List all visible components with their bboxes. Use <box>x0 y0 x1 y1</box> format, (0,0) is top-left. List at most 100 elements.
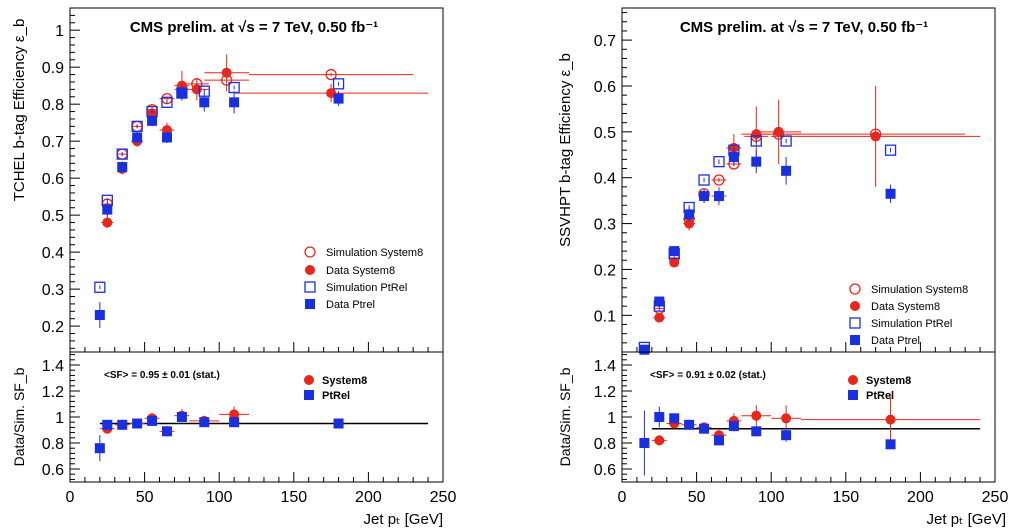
ptrel-point <box>728 421 739 432</box>
y-tick-label: 0.8 <box>42 436 64 453</box>
system8-point <box>781 413 792 424</box>
data-ptrel-point <box>102 204 113 215</box>
y-tick-label: 0.4 <box>42 245 64 262</box>
right-title: CMS prelim. at √s = 7 TeV, 0.50 fb⁻¹ <box>680 19 928 36</box>
legend-label-system8: System8 <box>322 375 367 387</box>
legend-label-system8: System8 <box>866 375 911 387</box>
legend-label-sim-system8: Simulation System8 <box>871 284 968 296</box>
left-sf-ylabel: Data/Sim. SF_b <box>11 367 27 466</box>
ptrel-point <box>669 413 680 424</box>
right-efficiency-legend: Simulation System8 Data System8 Simulati… <box>849 283 968 347</box>
ptrel-point <box>94 443 105 454</box>
y-tick-label: 0.6 <box>594 462 616 479</box>
legend-marker-ptrel <box>848 390 858 400</box>
legend-label-ptrel: PtRel <box>322 390 350 402</box>
simulation-ptrel-point <box>780 135 792 147</box>
legend-marker-data-system8 <box>305 265 315 275</box>
y-tick-label: 0.5 <box>42 208 64 225</box>
ptrel-point <box>333 418 344 429</box>
data-ptrel-point <box>199 97 210 108</box>
ptrel-point <box>699 423 710 434</box>
data-system8-point <box>773 126 784 137</box>
data-ptrel-point <box>176 88 187 99</box>
data-ptrel-point <box>699 191 710 202</box>
y-tick-label: 1.2 <box>594 384 616 401</box>
left-efficiency-legend: Simulation System8 Data System8 Simulati… <box>304 246 423 311</box>
y-tick-label: 1.2 <box>42 384 64 401</box>
left-scale-factor-panel: <SF> = 0.95 ± 0.01 (stat.) Data/Sim. SF_… <box>11 351 457 528</box>
legend-label-sim-ptrel: Simulation PtRel <box>326 282 407 294</box>
x-tick-label: 50 <box>136 489 154 506</box>
ptrel-point <box>132 418 143 429</box>
x-tick-label: 0 <box>618 489 627 506</box>
data-ptrel-point <box>713 191 724 202</box>
legend-marker-data-ptrel <box>305 299 315 309</box>
y-tick-label: 0.2 <box>42 319 64 336</box>
legend-label-sim-system8: Simulation System8 <box>326 247 423 259</box>
simulation-ptrel-point <box>698 174 710 186</box>
x-tick-label: 100 <box>758 489 785 506</box>
x-tick-label: 150 <box>280 489 307 506</box>
simulation-ptrel-point <box>884 144 897 156</box>
data-ptrel-point <box>751 156 762 167</box>
ptrel-point <box>161 426 172 437</box>
legend-marker-sim-system8 <box>304 246 316 258</box>
y-tick-label: 0.8 <box>594 436 616 453</box>
data-system8-point <box>669 257 680 268</box>
x-tick-label: 250 <box>430 489 457 506</box>
x-tick-label: 0 <box>66 489 75 506</box>
y-tick-label: 1 <box>55 410 64 427</box>
left-sf-legend: System8 PtRel <box>304 375 367 402</box>
legend-label-data-ptrel: Data Ptrel <box>871 335 920 347</box>
y-tick-label: 1.4 <box>42 358 64 375</box>
ptrel-point <box>229 417 240 428</box>
data-ptrel-point <box>132 132 143 143</box>
x-tick-label: 200 <box>907 489 934 506</box>
left-efficiency-ylabel: TCHEL b-tag Efficiency ε_b <box>11 19 28 202</box>
right-efficiency-panel: CMS prelim. at √s = 7 TeV, 0.50 fb⁻¹ SSV… <box>557 7 996 355</box>
y-tick-label: 0.6 <box>594 79 616 96</box>
right-sf-ylabel: Data/Sim. SF_b <box>557 367 573 466</box>
data-ptrel-point <box>147 115 158 126</box>
data-ptrel-point <box>781 165 792 176</box>
ptrel-point <box>713 435 724 446</box>
data-ptrel-point <box>117 162 128 173</box>
data-system8-point <box>102 217 113 228</box>
legend-label-data-ptrel: Data Ptrel <box>326 299 375 311</box>
simulation-ptrel-point <box>94 281 106 293</box>
ptrel-point <box>751 426 762 437</box>
system8-point <box>751 410 762 421</box>
legend-marker-data-system8 <box>850 301 860 311</box>
simulation-system8-point <box>325 68 337 81</box>
ptrel-point <box>102 419 113 430</box>
legend-marker-data-ptrel <box>850 335 860 345</box>
ptrel-point <box>199 417 210 428</box>
left-sf-annotation: <SF> = 0.95 ± 0.01 (stat.) <box>104 370 220 381</box>
data-ptrel-point <box>639 344 650 355</box>
right-scale-factor-panel: <SF> = 0.91 ± 0.02 (stat.) Data/Sim. SF_… <box>557 351 1008 528</box>
y-tick-label: 1 <box>55 23 64 40</box>
data-ptrel-point <box>94 310 105 321</box>
data-system8-point <box>221 67 232 78</box>
legend-marker-system8 <box>304 375 314 385</box>
x-tick-label: 150 <box>832 489 859 506</box>
left-efficiency-panel: CMS prelim. at √s = 7 TeV, 0.50 fb⁻¹ TCH… <box>11 7 444 353</box>
y-tick-label: 0.1 <box>594 308 616 325</box>
data-system8-point <box>751 129 762 140</box>
simulation-ptrel-point <box>713 156 725 168</box>
simulation-ptrel-point <box>161 96 173 108</box>
data-ptrel-point <box>333 93 344 104</box>
data-ptrel-point <box>684 209 695 220</box>
y-tick-label: 0.7 <box>594 33 616 50</box>
y-tick-label: 0.8 <box>42 97 64 114</box>
data-ptrel-point <box>229 97 240 108</box>
ptrel-point <box>781 430 792 441</box>
system8-point <box>885 414 896 425</box>
left-xlabel: Jet pₜ [GeV] <box>364 511 443 528</box>
right-figure: CMS prelim. at √s = 7 TeV, 0.50 fb⁻¹ SSV… <box>557 7 1008 528</box>
system8-point <box>654 435 665 446</box>
left-title: CMS prelim. at √s = 7 TeV, 0.50 fb⁻¹ <box>130 19 378 36</box>
y-tick-label: 0.9 <box>42 60 64 77</box>
ptrel-point <box>684 419 695 430</box>
